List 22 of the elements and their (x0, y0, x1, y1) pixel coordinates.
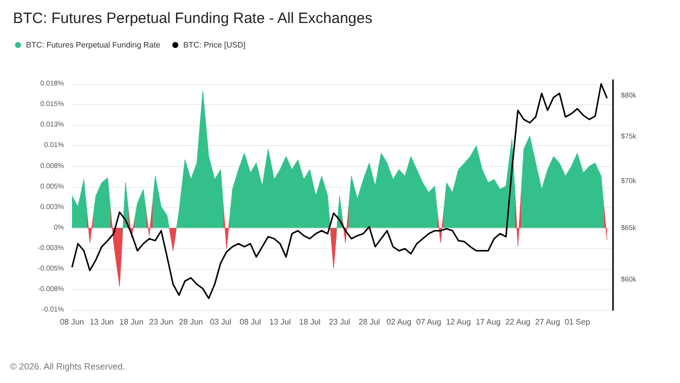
x-tick-label: 23 Jun (149, 318, 174, 326)
x-tick-label: 13 Jul (269, 318, 291, 326)
x-tick-label: 08 Jun (60, 318, 84, 326)
x-tick-label: 13 Jun (90, 318, 114, 326)
x-tick-label: 02 Aug (386, 318, 412, 326)
x-tick-label: 17 Aug (476, 318, 501, 326)
x-tick-label: 28 Jun (178, 318, 203, 326)
chart-title: BTC: Futures Perpetual Funding Rate - All Exchanges (13, 10, 372, 27)
x-tick-label: 28 Jul (358, 318, 380, 326)
legend-label: BTC: Price [USD] (183, 40, 246, 50)
x-tick-label: 07 Aug (416, 318, 442, 326)
x-tick-label: 12 Aug (446, 318, 471, 326)
x-tick-label: 03 Jul (210, 318, 232, 326)
x-tick-label: 22 Aug (505, 318, 530, 326)
x-tick-label: 23 Jul (328, 318, 350, 326)
x-tick-label: 08 Jul (240, 318, 262, 326)
x-tick-label: 27 Aug (535, 318, 560, 326)
x-tick-label: 18 Jul (299, 318, 321, 326)
text: © 2026. All Rights Reserved. (10, 362, 126, 372)
x-tick-label: 01 Sep (564, 318, 591, 326)
legend-label: BTC: Futures Perpetual Funding Rate (26, 40, 161, 50)
x-tick-label: 18 Jun (119, 318, 144, 326)
